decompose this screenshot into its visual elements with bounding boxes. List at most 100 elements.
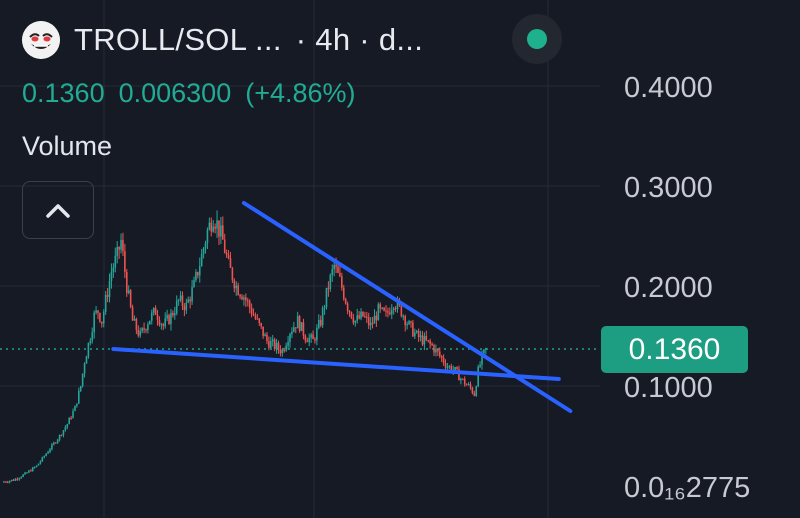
- candle-body: [331, 269, 334, 276]
- candle-body: [225, 252, 228, 256]
- candle-body: [243, 297, 245, 300]
- candle-body: [120, 239, 122, 250]
- candle-body: [469, 384, 472, 388]
- candle-body: [108, 281, 111, 297]
- candle-body: [308, 337, 310, 343]
- candle-body: [110, 271, 113, 282]
- candle-body: [279, 349, 282, 354]
- candle-body: [53, 442, 55, 445]
- candle-body: [258, 318, 261, 324]
- candle-body: [283, 350, 286, 352]
- candle-body: [352, 317, 355, 323]
- candle-body: [41, 457, 44, 462]
- candle-body: [197, 272, 199, 276]
- last-price-tag: 0.1360: [601, 326, 748, 373]
- collapse-button[interactable]: [22, 181, 94, 239]
- candle-body: [3, 481, 5, 483]
- candle-body: [406, 324, 408, 326]
- candle-body: [206, 229, 209, 244]
- candle-body: [427, 340, 430, 342]
- candle-body: [126, 271, 128, 294]
- candle-body: [60, 435, 63, 437]
- candle-body: [168, 315, 170, 325]
- candle-body: [43, 456, 46, 458]
- candle-body: [392, 308, 395, 311]
- candle-body: [285, 345, 287, 351]
- candle-body: [28, 470, 30, 473]
- candle-body: [402, 316, 405, 318]
- candle-body: [344, 298, 347, 304]
- candle-body: [389, 312, 391, 315]
- candle-body: [5, 481, 7, 483]
- candle-body: [37, 463, 40, 466]
- candle-body: [316, 327, 318, 341]
- chart-grid: [0, 0, 600, 518]
- candle-body: [419, 335, 422, 338]
- candle-body: [58, 435, 61, 440]
- candle-body: [64, 427, 67, 431]
- candle-body: [440, 355, 443, 358]
- pair-title[interactable]: TROLL/SOL ...: [74, 22, 282, 57]
- candle-body: [385, 310, 387, 312]
- candle-body: [314, 339, 316, 341]
- candle-body: [202, 248, 205, 254]
- candle-body: [183, 305, 186, 311]
- price-tick-label: 0.4000: [624, 72, 713, 104]
- candle-body: [250, 307, 253, 315]
- live-status-button[interactable]: [512, 14, 562, 64]
- candle-body: [462, 378, 464, 380]
- candle-body: [62, 430, 65, 436]
- candle-body: [319, 320, 322, 326]
- candle-body: [404, 316, 406, 326]
- candle-body: [208, 222, 211, 230]
- candle-body: [220, 225, 222, 237]
- candle-body: [26, 472, 28, 474]
- candle-body: [49, 449, 51, 452]
- candle-body: [293, 327, 295, 332]
- candle-body: [377, 304, 380, 321]
- price-change: 0.006300: [118, 78, 232, 108]
- candle-body: [231, 267, 234, 281]
- candle-body: [306, 340, 309, 343]
- candle-body: [387, 311, 389, 313]
- candle-body: [72, 411, 74, 418]
- candle-body: [246, 300, 249, 302]
- candle-body: [371, 322, 374, 324]
- candle-body: [465, 384, 468, 386]
- candle-body: [222, 225, 224, 240]
- candle-body: [296, 316, 299, 329]
- candle-body: [337, 266, 339, 273]
- candle-body: [152, 307, 155, 313]
- candle-body: [429, 340, 431, 344]
- candle-body: [435, 348, 437, 353]
- candle-body: [85, 356, 88, 364]
- candle-body: [270, 341, 272, 348]
- candle-body: [302, 322, 305, 336]
- volume-label[interactable]: Volume: [22, 131, 113, 161]
- candle-body: [362, 311, 364, 317]
- candle-body: [239, 294, 241, 297]
- candle-body: [189, 299, 191, 302]
- candle-body: [248, 300, 251, 308]
- candle-body: [89, 340, 92, 343]
- candle-body: [356, 315, 358, 321]
- candle-body: [147, 324, 149, 331]
- candle-body: [131, 306, 134, 321]
- candle-body: [383, 307, 385, 311]
- candle-body: [150, 312, 153, 321]
- candle-body: [479, 364, 481, 367]
- candle-body: [127, 290, 130, 294]
- interval-label[interactable]: · 4h · d...: [295, 22, 424, 57]
- candle-body: [116, 246, 118, 256]
- quote-row: 0.1360 0.006300 (+4.86%): [22, 78, 356, 109]
- candle-body: [454, 367, 456, 371]
- troll-face-icon[interactable]: [22, 21, 60, 59]
- candle-body: [177, 299, 180, 301]
- candle-body: [291, 331, 293, 335]
- candle-body: [30, 470, 32, 472]
- trendline: [241, 201, 573, 413]
- candles: [3, 210, 487, 484]
- candle-body: [31, 467, 34, 472]
- candle-body: [145, 329, 147, 331]
